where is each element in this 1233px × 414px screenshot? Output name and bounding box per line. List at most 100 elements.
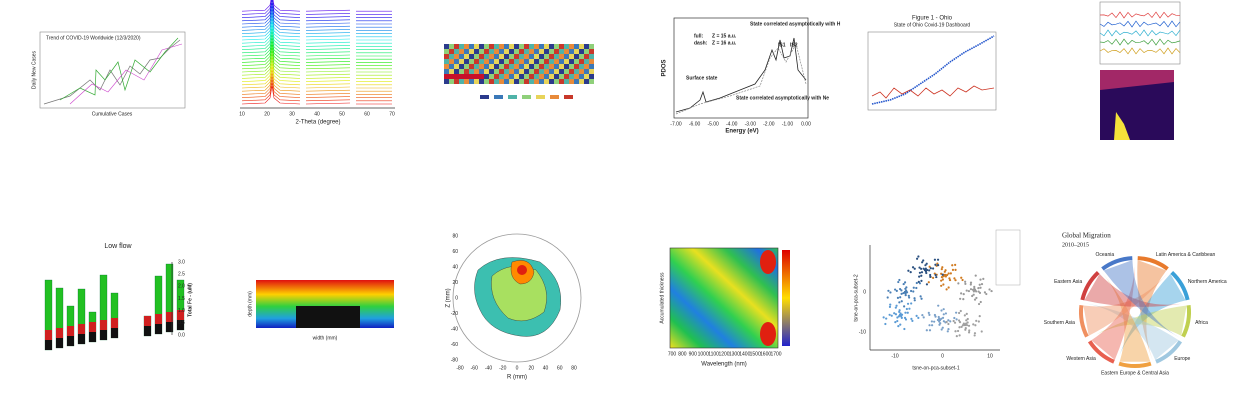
tile-polar-contour[interactable]: Z (mm) R (mm) -80 -60 -40 -20 0 20 40 60 80 -80 -6… <box>446 233 582 381</box>
point <box>953 316 956 320</box>
heat-cell <box>464 69 469 74</box>
x-label: tsne-on-pca-subset-1 <box>912 365 959 371</box>
point <box>897 325 900 328</box>
plot-frame <box>1099 1 1181 65</box>
chord-ribbon <box>1083 302 1179 360</box>
tick-label: 1500 <box>750 351 761 357</box>
point <box>969 288 973 291</box>
point <box>918 266 921 269</box>
chord-ribbon <box>1084 273 1187 307</box>
point <box>898 278 901 282</box>
heat-cell <box>474 69 479 74</box>
point <box>964 282 967 285</box>
tile-ohio[interactable]: Figure 1 - Ohio State of Ohio Covid-19 D… <box>867 16 997 111</box>
heat-cell <box>539 59 544 64</box>
heat-cell <box>574 74 579 79</box>
tile-3d-bars[interactable]: Low flow Total Fe - (uM) 0.0 0.5 1.0 1.5 2.0… <box>44 243 193 351</box>
point <box>974 324 977 327</box>
legend-value: Z = 15 a.u. <box>712 33 737 39</box>
bar-red <box>45 330 52 340</box>
heat-cell <box>489 74 494 79</box>
point <box>945 288 948 291</box>
point <box>920 267 923 270</box>
heat-cell <box>479 79 484 84</box>
tick-label: -3.00 <box>745 121 757 127</box>
heat-cell <box>534 44 539 49</box>
point <box>962 292 965 296</box>
point <box>941 273 944 276</box>
point <box>954 268 957 271</box>
heat-cell <box>564 44 569 49</box>
heat-cell <box>549 79 554 84</box>
tick-label: 0.00 <box>801 121 811 127</box>
point <box>971 294 974 298</box>
point <box>958 334 961 337</box>
point <box>885 317 888 320</box>
point <box>940 267 943 271</box>
point <box>965 312 968 315</box>
heat-cell <box>479 64 484 69</box>
heat-cell <box>569 44 574 49</box>
heat-cell <box>474 54 479 59</box>
tile-covid[interactable]: Trend of COVID-19 Worldwide (12/3/2020) … <box>31 31 186 117</box>
heat-cell <box>514 59 519 64</box>
heat-cell <box>584 74 589 79</box>
point <box>894 313 898 316</box>
point <box>886 296 889 299</box>
heat-cell <box>519 59 524 64</box>
spectrum <box>241 60 392 79</box>
heat-cell <box>514 44 519 49</box>
point <box>888 305 892 308</box>
tick-label: 30 <box>289 111 295 117</box>
point <box>959 309 962 313</box>
point <box>958 326 961 329</box>
heat-cell <box>564 79 569 84</box>
heat-cell <box>449 64 454 69</box>
tile-pdos[interactable]: PDOS Energy (eV) full: dash: Z = 15 a.u.… <box>662 17 841 135</box>
tile-xrd[interactable]: 2-Theta (degree) 10 20 30 40 50 60 70 <box>239 0 395 126</box>
heat-cell <box>554 59 559 64</box>
spectrogram-band <box>1100 70 1174 90</box>
point <box>902 282 905 286</box>
bar-red <box>111 318 118 328</box>
heat-cell <box>569 49 574 54</box>
point <box>974 274 977 277</box>
point <box>898 287 902 291</box>
point <box>899 312 902 315</box>
heat-cell <box>539 64 544 69</box>
tick-label: 1100 <box>708 351 719 357</box>
point <box>947 322 950 326</box>
heat-cell <box>504 44 509 49</box>
point <box>941 278 944 281</box>
point <box>902 291 905 295</box>
heat-cell <box>524 44 529 49</box>
annotation: IS1 <box>778 42 786 48</box>
point <box>943 273 947 277</box>
heat-cell <box>549 44 554 49</box>
point <box>990 289 993 293</box>
bar-black <box>89 332 96 342</box>
tile-interference[interactable]: Accumulated thickness Wavelength (nm) <box>659 247 790 368</box>
tile-heatmap[interactable] <box>444 44 594 99</box>
cumulative-line <box>871 35 995 105</box>
y-label: Accumulated thickness <box>659 272 665 324</box>
heat-cell <box>539 49 544 54</box>
heat-cell <box>444 54 449 59</box>
point <box>918 275 921 278</box>
bar-red <box>89 322 96 332</box>
heat-cell <box>509 64 514 69</box>
point <box>933 313 936 317</box>
point <box>928 324 931 327</box>
heat-cell <box>524 74 529 79</box>
heat-cell <box>464 44 469 49</box>
tile-spectrogram[interactable] <box>1099 1 1181 140</box>
tile-tsne[interactable]: tsne-on-pca-subset-1 tsne-on-pca-subset-… <box>853 229 1021 371</box>
tile-chord[interactable]: Global Migration 2010–2015 Latin America… <box>1044 232 1227 377</box>
heat-cell <box>589 54 594 59</box>
tile-contour-section[interactable]: width (mm) depth (mm) <box>247 280 394 341</box>
point <box>978 315 981 318</box>
series-line <box>1099 29 1181 37</box>
point <box>975 319 978 322</box>
spectrum <box>241 82 392 102</box>
tick-label: -40 <box>485 365 492 371</box>
